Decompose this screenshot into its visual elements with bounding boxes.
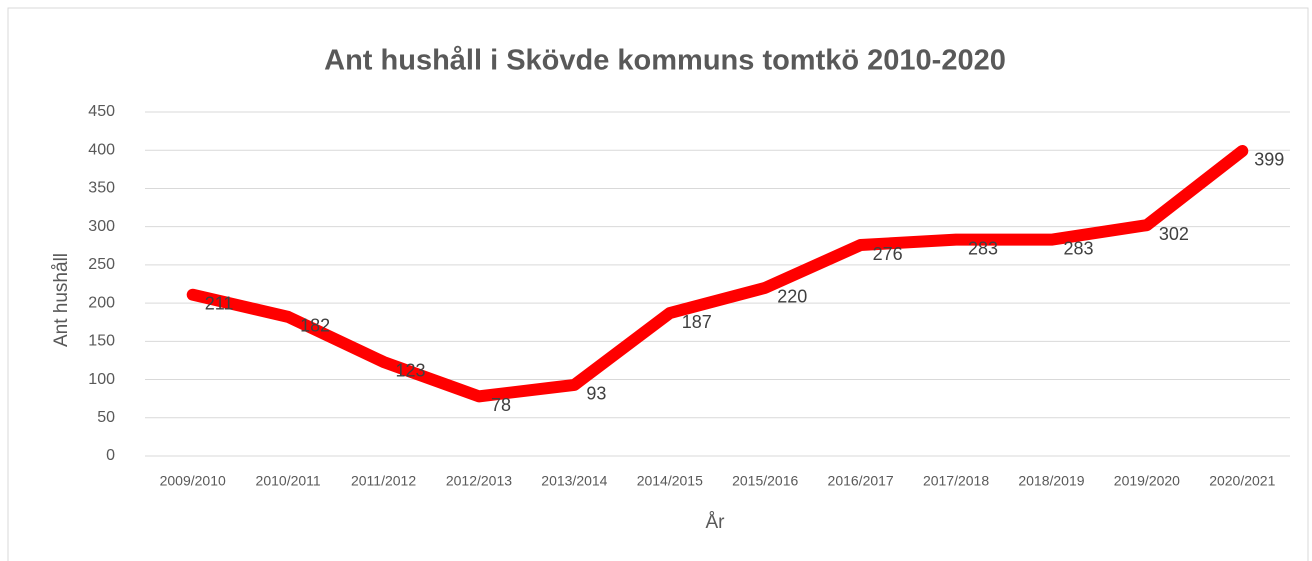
- data-label: 187: [682, 312, 712, 332]
- x-tick-label: 2012/2013: [446, 473, 512, 489]
- y-tick-label: 0: [106, 447, 115, 464]
- x-tick-label: 2019/2020: [1114, 473, 1180, 489]
- data-label: 283: [968, 238, 998, 258]
- y-tick-label: 100: [88, 371, 115, 388]
- x-tick-label: 2020/2021: [1209, 473, 1275, 489]
- y-tick-label: 50: [97, 409, 115, 426]
- data-label: 276: [873, 244, 903, 264]
- chart-title: Ant hushåll i Skövde kommuns tomtkö 2010…: [324, 45, 1006, 77]
- y-axis-label: Ant hushåll: [51, 253, 72, 347]
- chart-border: [7, 7, 1309, 561]
- y-tick-label: 350: [88, 180, 115, 197]
- x-tick-label: 2009/2010: [160, 473, 226, 489]
- data-label: 93: [586, 384, 606, 404]
- y-tick-label: 400: [88, 141, 115, 158]
- data-label: 123: [396, 361, 426, 381]
- x-tick-label: 2011/2012: [351, 473, 416, 489]
- y-tick-label: 150: [88, 333, 115, 350]
- x-tick-label: 2014/2015: [637, 473, 703, 489]
- y-tick-label: 250: [88, 256, 115, 273]
- x-tick-label: 2013/2014: [541, 473, 607, 489]
- data-label: 283: [1063, 238, 1093, 258]
- data-label: 182: [300, 316, 330, 336]
- y-tick-label: 450: [88, 103, 115, 120]
- data-line: [186, 144, 1249, 403]
- data-label: 78: [491, 395, 511, 415]
- x-axis-label: År: [706, 512, 726, 533]
- x-tick-label: 2015/2016: [732, 473, 798, 489]
- x-tick-label: 2010/2011: [256, 473, 321, 489]
- x-tick-label: 2017/2018: [923, 473, 989, 489]
- data-label: 211: [205, 293, 234, 313]
- y-tick-label: 300: [88, 218, 115, 235]
- data-label: 220: [777, 287, 807, 307]
- x-tick-label: 2018/2019: [1018, 473, 1084, 489]
- x-tick-label: 2016/2017: [828, 473, 894, 489]
- y-tick-label: 200: [88, 294, 115, 311]
- data-label: 302: [1159, 224, 1189, 244]
- data-label: 399: [1254, 150, 1284, 170]
